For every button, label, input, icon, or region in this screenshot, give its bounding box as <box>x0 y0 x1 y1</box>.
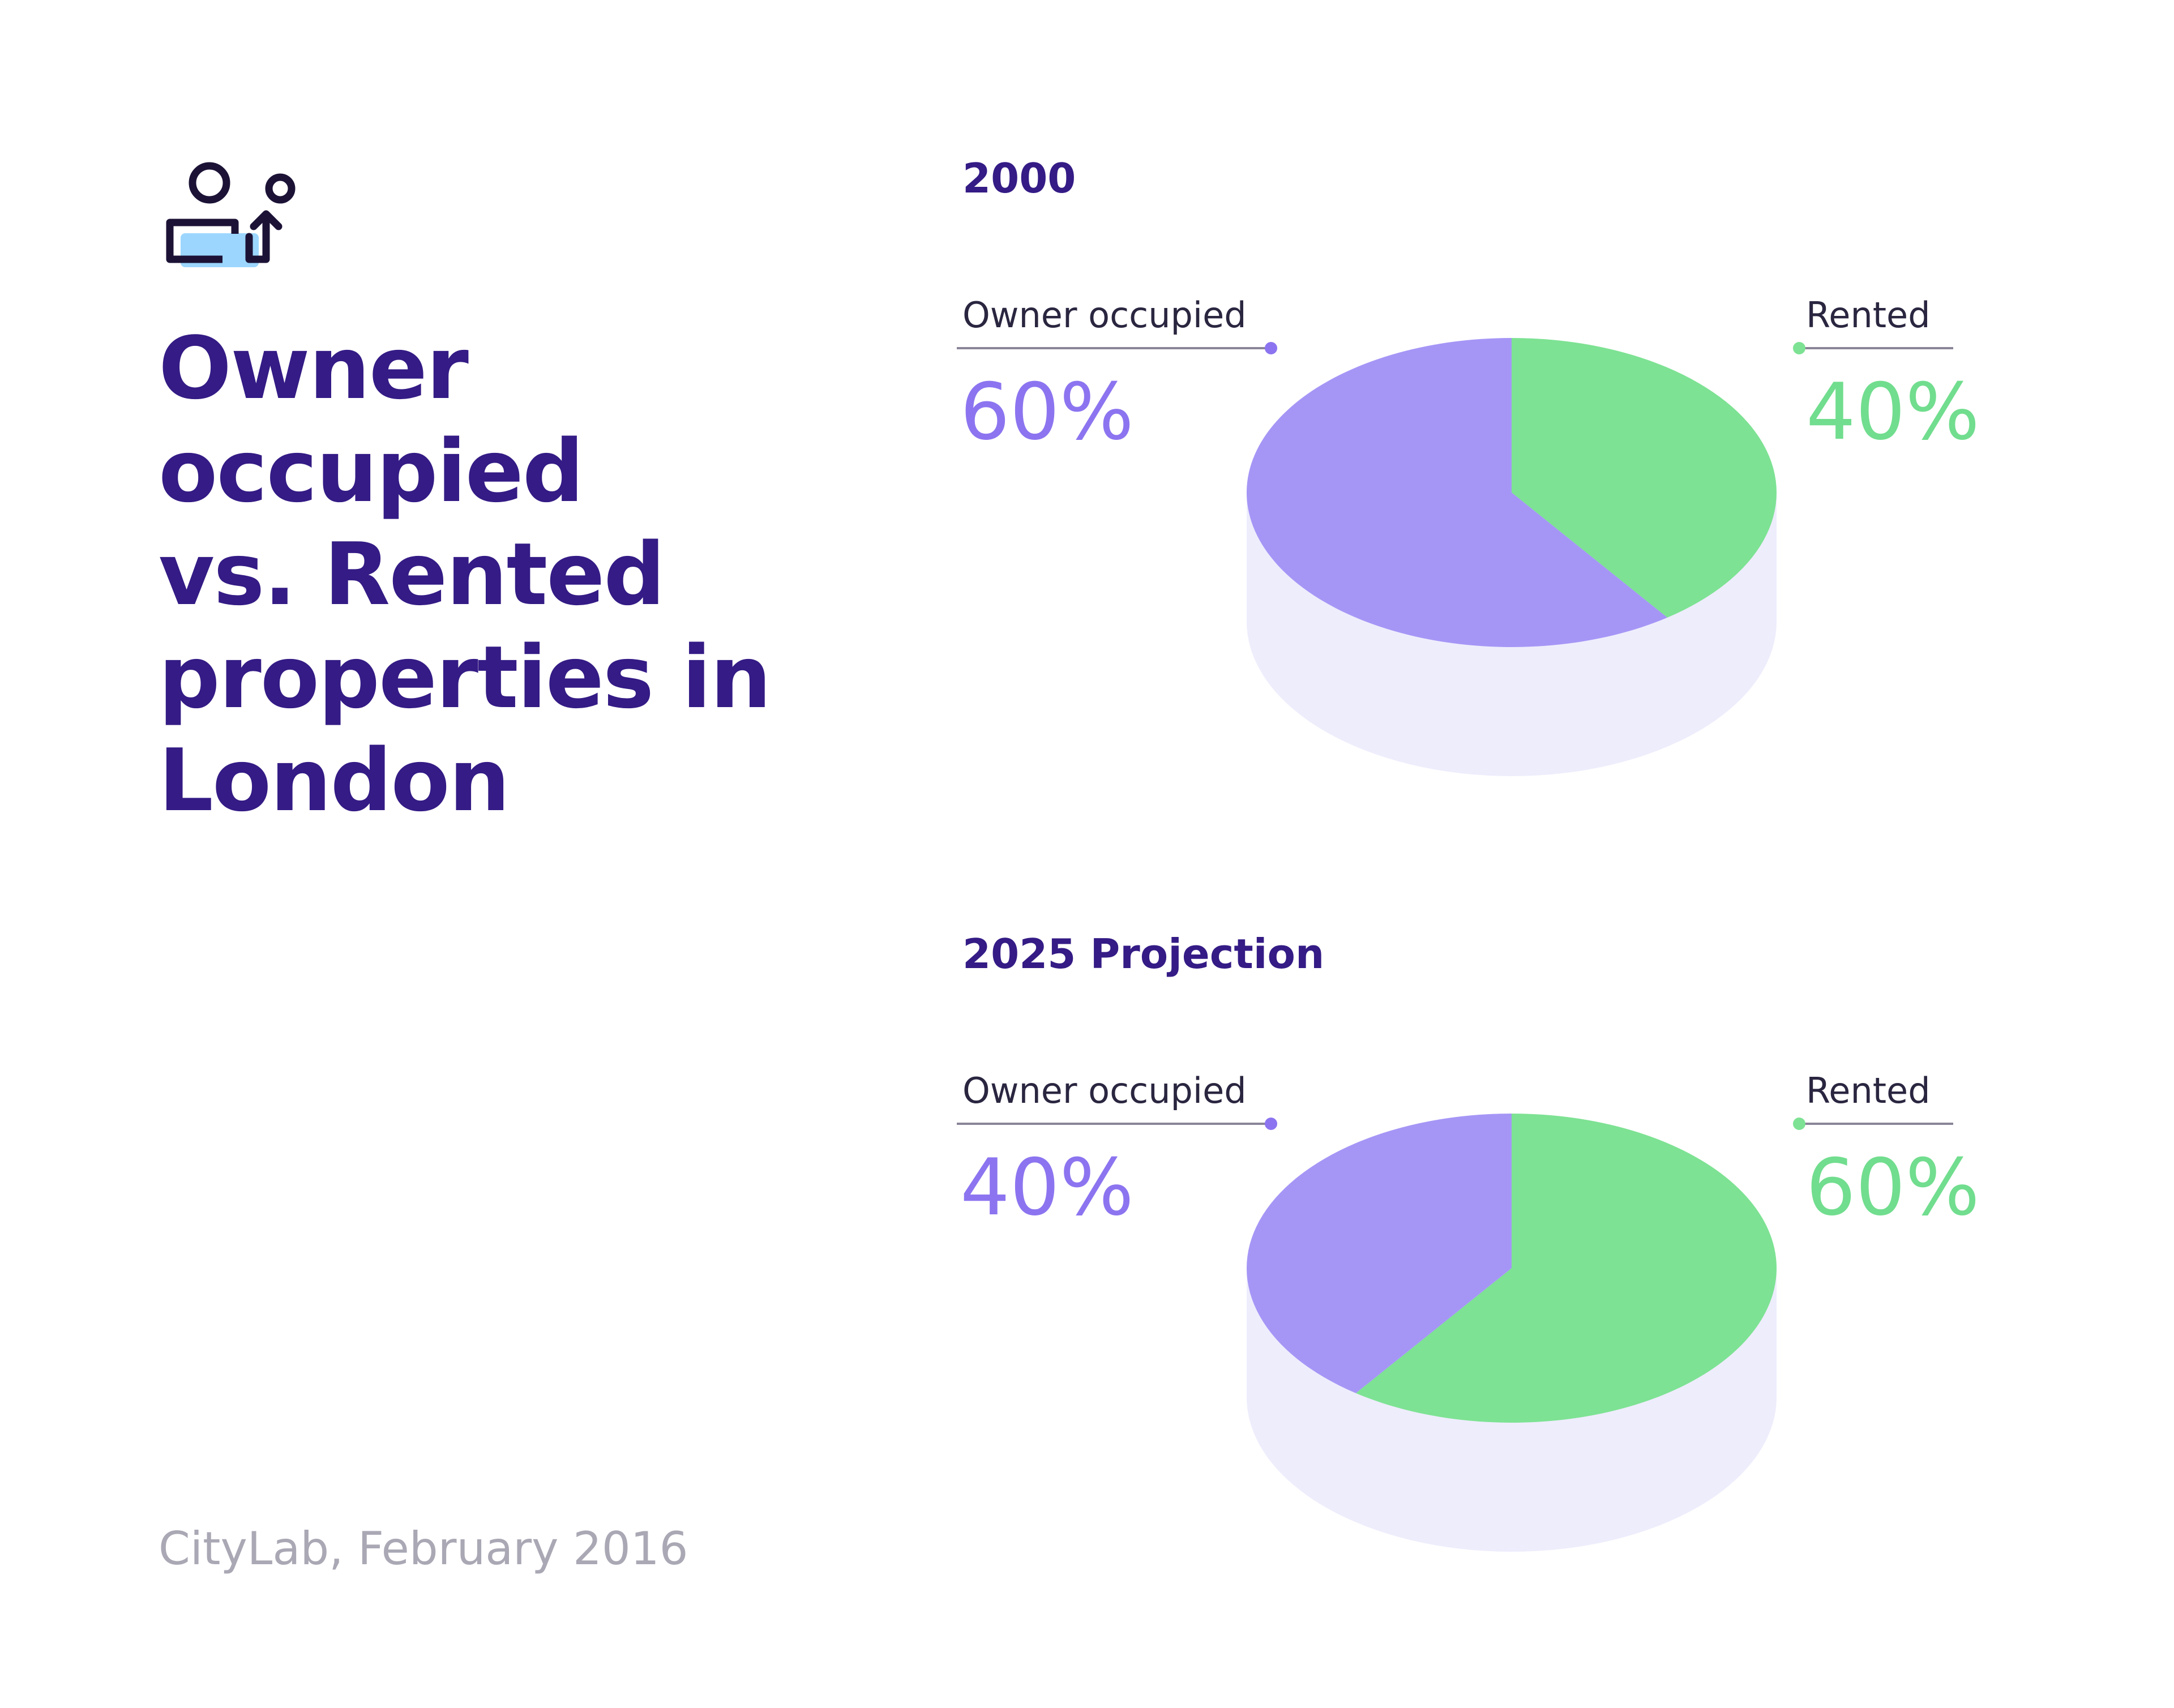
rented-label: Rented <box>1806 1070 1931 1111</box>
icon-person-head <box>189 162 230 204</box>
owner-leader-dot <box>1265 1118 1277 1130</box>
owner-label: Owner occupied <box>962 294 1247 336</box>
chart-title: 2025 Projection <box>962 930 1325 978</box>
owner-leader-dot <box>1265 342 1277 354</box>
rented-label: Rented <box>1806 294 1931 336</box>
title-line: vs. Rented <box>159 524 665 624</box>
pie-chart-2000 <box>957 338 1953 776</box>
pie-panel-2025: 2025 Projection Owner occupied 40% Rente… <box>957 928 2032 1579</box>
user-transfer-icon <box>161 157 300 276</box>
title-line: occupied <box>159 421 584 521</box>
icon-person-body <box>166 219 239 263</box>
pie-slice-owner <box>1247 338 1668 647</box>
icon-arrow <box>245 210 283 263</box>
title-line: properties in <box>159 627 772 727</box>
rented-value: 40% <box>1806 366 1980 457</box>
page-title: Owner occupied vs. Rented properties in … <box>159 317 838 832</box>
rented-leader-dot <box>1793 342 1805 354</box>
title-line: Owner <box>159 318 469 418</box>
chart-title: 2000 <box>962 155 1076 202</box>
title-line: London <box>159 730 510 831</box>
owner-value: 60% <box>960 366 1134 457</box>
rented-leader-dot <box>1793 1118 1805 1130</box>
pie-slice-rented <box>1512 338 1777 618</box>
pie-panel-2000: 2000 Owner occupied 60% Rented 40% <box>957 153 2032 804</box>
source-note: CityLab, February 2016 <box>159 1522 688 1575</box>
owner-value: 40% <box>960 1142 1134 1233</box>
icon-second-head <box>265 173 296 204</box>
pie-slice-rented <box>1355 1114 1777 1423</box>
pie-chart-2025 <box>957 1114 1953 1552</box>
rented-value: 60% <box>1806 1142 1980 1233</box>
owner-label: Owner occupied <box>962 1070 1247 1111</box>
user-transfer-icon-svg <box>166 162 296 267</box>
pie-slice-owner <box>1247 1114 1512 1393</box>
